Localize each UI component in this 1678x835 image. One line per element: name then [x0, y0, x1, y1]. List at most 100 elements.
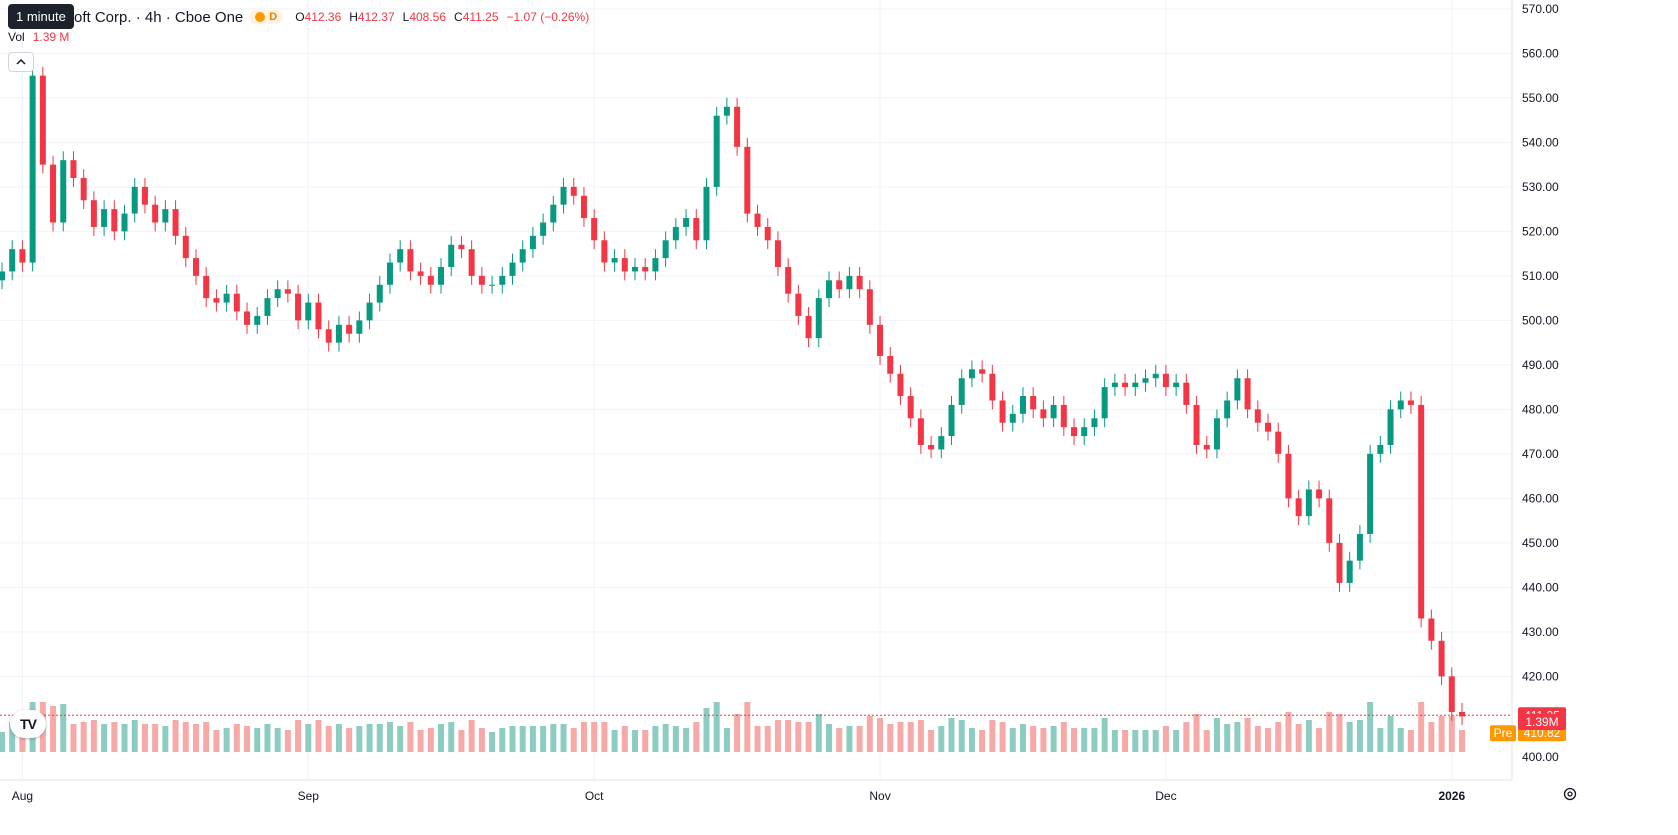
- volume-bar: [795, 722, 802, 752]
- volume-bar: [703, 708, 710, 752]
- candle-body: [295, 293, 302, 321]
- ohlc-key-open: O: [295, 10, 305, 24]
- volume-bar: [642, 730, 649, 752]
- candle-body: [1367, 453, 1374, 534]
- volume-bar: [1183, 722, 1190, 752]
- volume-bar: [80, 722, 87, 752]
- volume-bar: [805, 722, 812, 752]
- volume-bar: [734, 714, 741, 752]
- gear-icon[interactable]: [1562, 786, 1578, 802]
- volume-bar: [550, 724, 557, 752]
- candle-body: [397, 249, 404, 263]
- volume-bar: [1193, 714, 1200, 752]
- x-tick-label: Aug: [12, 789, 33, 803]
- y-tick-label: 430.00: [1522, 625, 1559, 639]
- y-tick-label: 460.00: [1522, 491, 1559, 505]
- volume-bar: [754, 726, 761, 752]
- candle-body: [1336, 542, 1343, 583]
- candle-body: [897, 373, 904, 397]
- candle-body: [703, 186, 710, 241]
- candle-body: [1071, 427, 1078, 437]
- volume-bar: [9, 722, 16, 752]
- y-tick-label: 540.00: [1522, 135, 1559, 149]
- volume-bar: [774, 720, 781, 752]
- candle-body: [1050, 404, 1057, 419]
- market-status-badge[interactable]: D: [249, 10, 284, 24]
- y-axis-fragment-label: 400.00: [1522, 750, 1559, 764]
- candle-body: [274, 289, 281, 299]
- candle-body: [1418, 404, 1425, 619]
- ohlc-key-high: H: [349, 10, 358, 24]
- volume-bar: [1101, 718, 1108, 752]
- volume-bar: [489, 732, 496, 752]
- volume-bar: [1203, 730, 1210, 752]
- volume-bar: [295, 720, 302, 752]
- candle-body: [1459, 711, 1465, 717]
- candle-body: [70, 160, 77, 178]
- collapse-legend-button[interactable]: [8, 52, 34, 72]
- candle-body: [856, 275, 863, 290]
- volume-bar: [1162, 726, 1169, 752]
- tradingview-logo-icon[interactable]: TV: [10, 710, 46, 738]
- candle-body: [1122, 382, 1129, 388]
- candle-body: [968, 369, 975, 379]
- volume-bar: [90, 720, 97, 752]
- candle-body: [427, 275, 434, 285]
- volume-bar: [213, 730, 220, 752]
- ohlc-key-close: C: [454, 10, 463, 24]
- symbol-title[interactable]: oft Corp. · 4h · Cboe One: [74, 8, 244, 26]
- symbol-legend: oft Corp. · 4h · Cboe One D O412.36 H412…: [74, 6, 589, 28]
- candle-body: [478, 275, 485, 285]
- candle-body: [1142, 378, 1149, 383]
- volume-bar: [397, 726, 404, 752]
- volume-label: Vol: [8, 30, 25, 44]
- y-tick-label: 530.00: [1522, 180, 1559, 194]
- candle-body: [182, 235, 189, 259]
- interval-badge-label: D: [269, 11, 278, 23]
- candle-body: [50, 164, 57, 223]
- volume-bar: [621, 726, 628, 752]
- sun-icon: [255, 12, 266, 22]
- volume-bar: [468, 720, 475, 752]
- candle-body: [1009, 413, 1016, 423]
- candle-body: [632, 266, 639, 272]
- volume-bar: [162, 726, 169, 752]
- volume-bar: [131, 720, 138, 752]
- volume-bar: [1122, 730, 1129, 752]
- candle-body: [305, 302, 312, 321]
- candle-body: [192, 258, 199, 276]
- volume-bar: [897, 722, 904, 752]
- volume-bar: [0, 732, 5, 752]
- candle-body: [601, 240, 608, 263]
- candle-body: [989, 373, 996, 401]
- candle-body: [529, 235, 536, 250]
- volume-legend[interactable]: Vol 1.39 M: [8, 30, 69, 44]
- candle-body: [1377, 444, 1384, 454]
- candle-body: [376, 284, 383, 303]
- volume-bar: [1438, 716, 1445, 752]
- candle-body: [1428, 618, 1435, 641]
- volume-bar: [244, 726, 251, 752]
- volume-bar: [887, 724, 894, 752]
- volume-bar: [1387, 716, 1394, 752]
- x-tick-label: Dec: [1155, 789, 1176, 803]
- candle-body: [560, 186, 567, 205]
- volume-bar: [1397, 728, 1404, 752]
- candle-body: [672, 226, 679, 241]
- volume-scale-badge-bg: [1518, 714, 1566, 730]
- candle-body: [1203, 444, 1210, 450]
- volume-bar: [989, 720, 996, 752]
- volume-bar: [846, 726, 853, 752]
- candle-body: [1193, 404, 1200, 445]
- volume-bar: [1030, 726, 1037, 752]
- volume-bar: [917, 720, 924, 752]
- candle-body: [1326, 498, 1333, 543]
- volume-bar: [101, 724, 108, 752]
- candle-body: [141, 186, 148, 205]
- volume-bar: [499, 728, 506, 752]
- candle-body: [621, 258, 628, 272]
- volume-bar: [570, 728, 577, 752]
- candle-body: [90, 200, 97, 227]
- candle-body: [795, 293, 802, 316]
